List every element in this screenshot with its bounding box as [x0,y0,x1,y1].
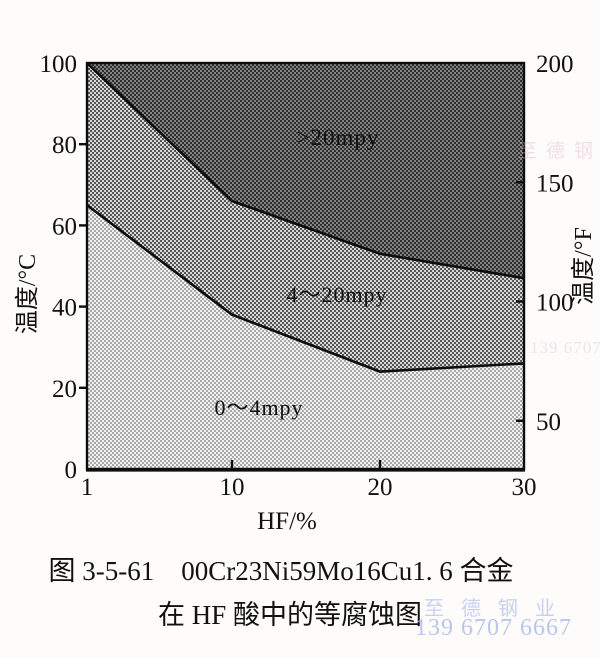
caption-line-2: 在 HF 酸中的等腐蚀图 [157,600,422,630]
y-left-tick-label: 100 [40,51,78,78]
region-label-over-20mpy: >20mpy [296,125,380,150]
watermark-faint-fragment: 至德钢业 [518,141,600,162]
watermark-phone: 139 6707 6667 [415,615,572,641]
y-left-tick-label: 60 [52,213,77,240]
x-tick-label: 20 [368,474,393,501]
region-label-0-4mpy: 0～4mpy [214,395,304,420]
y-axis-title-left: 温度/°C [15,253,41,335]
y-left-tick-label: 0 [65,457,78,484]
watermark-faint-fragment: 139 6707 6667 [530,338,600,357]
x-tick-label: 30 [512,474,537,501]
region-label-4-20mpy: 4～20mpy [286,282,388,307]
caption-line-1: 图 3-5-61 00Cr23Ni59Mo16Cu1. 6 合金 [48,556,514,586]
y-left-tick-label: 80 [52,132,77,159]
region-over-20mpy [87,63,524,279]
x-axis-title: HF/% [257,508,317,535]
y-right-tick-label: 50 [536,409,561,436]
y-axis-title-right: 温度/°F [571,227,597,305]
y-left-tick-label: 40 [52,295,77,322]
y-right-tick-label: 200 [536,51,574,78]
boundary-line-4mpy [86,204,525,373]
x-tick-label: 1 [81,474,94,501]
y-right-tick-label: 150 [536,170,574,197]
boundary-line-20mpy [86,62,525,280]
x-tick-label: 10 [220,474,245,501]
y-right-tick-label: 100 [536,290,574,317]
watermark-company: 至德钢业 [424,598,572,620]
y-left-tick-label: 20 [52,376,77,403]
